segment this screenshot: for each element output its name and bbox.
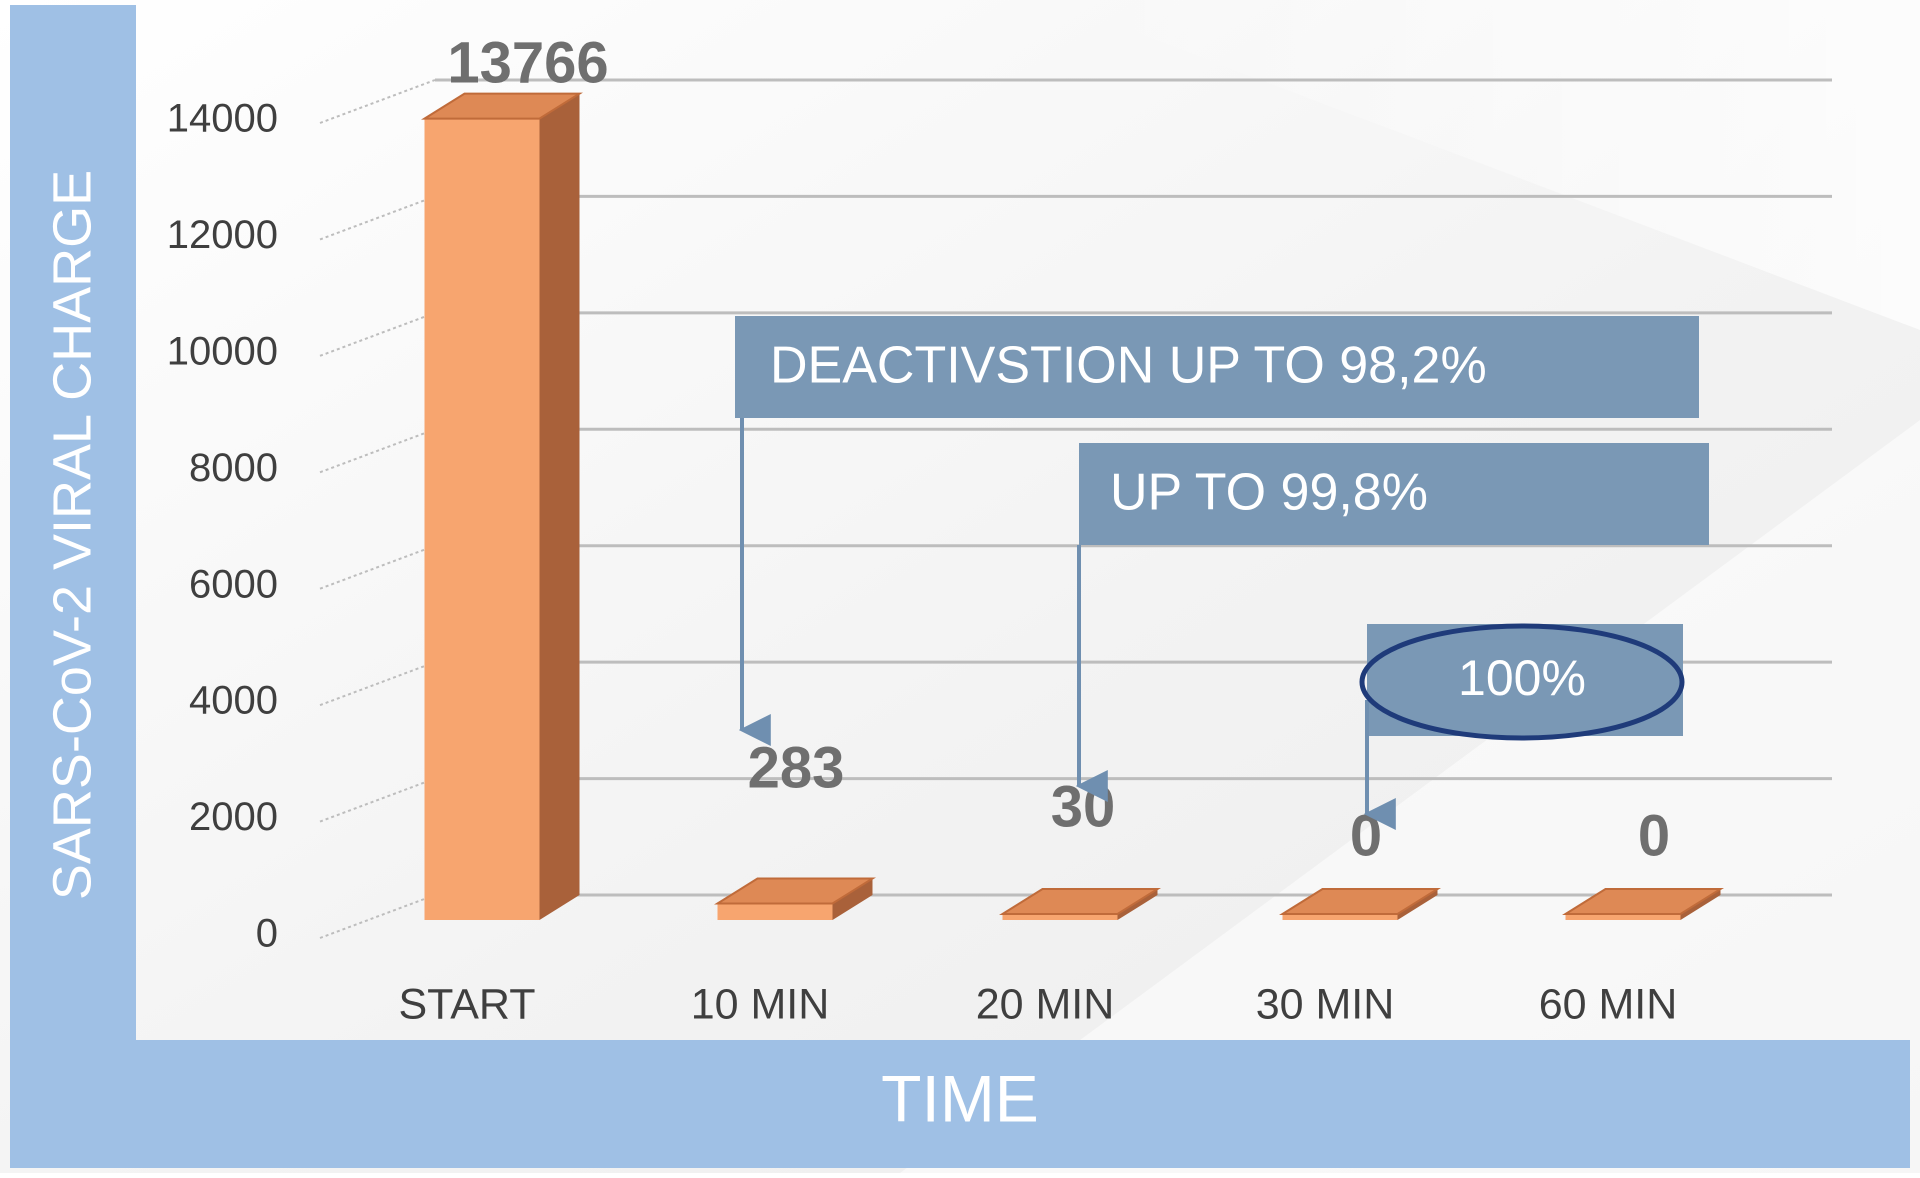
- annotation-box: [1079, 443, 1709, 545]
- gridline-side-8000: [319, 428, 436, 474]
- annotation-3: 100%: [1359, 623, 1685, 830]
- y-tick-label: 0: [256, 912, 278, 956]
- bar-top-face: [999, 888, 1161, 915]
- y-tick-label: 12000: [167, 213, 278, 257]
- data-label: 0: [1638, 803, 1670, 868]
- bar-side-face: [1117, 889, 1158, 920]
- x-axis-band: [10, 1040, 1910, 1168]
- x-tick-label: 30 MIN: [1256, 980, 1395, 1028]
- x-tick-label: 10 MIN: [691, 980, 830, 1028]
- data-label: 13766: [447, 30, 608, 95]
- annotation-text: UP TO 99,8%: [1110, 464, 1428, 522]
- bar-side-face: [1397, 889, 1438, 920]
- gridline-side-12000: [319, 195, 436, 241]
- highlight-ellipse: [1359, 623, 1685, 741]
- gridline-side-14000: [319, 79, 436, 124]
- bar-front-face: [1282, 914, 1398, 920]
- y-axis-title: SARS-CoV-2 VIRAL CHARGE: [42, 170, 102, 900]
- bar-30-min: [1279, 888, 1441, 920]
- data-label: 283: [748, 735, 845, 800]
- gridline-side-2000: [319, 777, 436, 823]
- bar-start: [421, 92, 583, 921]
- bar-20-min: [999, 888, 1161, 920]
- y-tick-label: 6000: [189, 562, 278, 606]
- annotation-text: DEACTIVSTION UP TO 98,2%: [770, 337, 1487, 395]
- gridline-side-6000: [319, 544, 436, 590]
- y-tick-label: 4000: [189, 679, 278, 723]
- x-axis-title: TIME: [881, 1061, 1039, 1135]
- bar-side-face: [1680, 889, 1721, 920]
- y-tick-label: 10000: [167, 329, 278, 373]
- annotation-2: UP TO 99,8%: [1075, 443, 1709, 802]
- y-tick-label: 8000: [189, 446, 278, 490]
- x-tick-label: 20 MIN: [976, 980, 1115, 1028]
- x-tick-label: START: [399, 980, 536, 1028]
- bar-front-face: [717, 903, 833, 920]
- y-tick-label: 2000: [189, 795, 278, 839]
- bar-side-face: [539, 93, 580, 921]
- annotation-box: [735, 316, 1699, 418]
- annotation-1: DEACTIVSTION UP TO 98,2%: [735, 316, 1699, 746]
- annotation-text: 100%: [1458, 650, 1586, 706]
- gridline-side-4000: [319, 661, 436, 707]
- y-tick-label: 14000: [167, 97, 278, 141]
- x-tick-label: 60 MIN: [1539, 980, 1678, 1028]
- bar-top-face: [1279, 888, 1441, 915]
- data-label: 30: [1051, 774, 1116, 839]
- bar-60-min: [1562, 888, 1724, 920]
- gridline-side-0: [319, 894, 436, 939]
- bar-top-face: [714, 877, 876, 905]
- y-axis-band: [10, 5, 136, 1065]
- bar-top-face: [421, 92, 583, 120]
- gridline-side-10000: [319, 311, 436, 357]
- bar-front-face: [424, 118, 540, 921]
- bar-top-face: [1562, 888, 1724, 915]
- bar-side-face: [832, 878, 873, 920]
- bar-front-face: [1002, 914, 1118, 920]
- bar-front-face: [1565, 914, 1681, 920]
- bar-10-min: [714, 877, 876, 920]
